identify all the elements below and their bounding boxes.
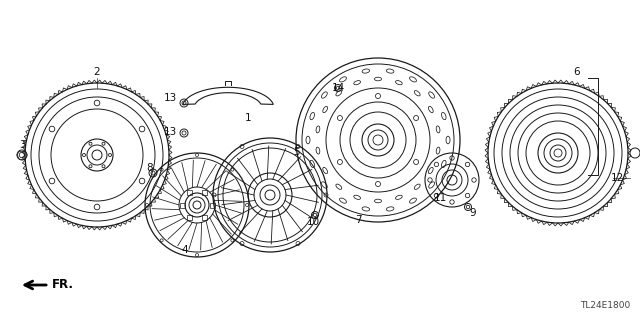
Bar (202, 189, 207, 195)
Text: 10: 10 (307, 217, 319, 227)
Text: 3: 3 (19, 140, 26, 150)
Text: 11: 11 (433, 193, 447, 203)
Text: 4: 4 (182, 245, 188, 255)
Text: 6: 6 (573, 67, 580, 77)
Text: 1: 1 (244, 113, 252, 123)
Bar (187, 216, 192, 220)
Text: 14: 14 (332, 83, 344, 93)
Bar (187, 189, 192, 195)
Text: 13: 13 (163, 93, 177, 103)
Text: 8: 8 (147, 163, 154, 173)
Text: 9: 9 (470, 208, 476, 218)
Text: 13: 13 (163, 127, 177, 137)
Text: 5: 5 (294, 147, 300, 157)
Text: 2: 2 (93, 67, 100, 77)
Bar (202, 216, 207, 220)
Text: 7: 7 (355, 215, 362, 225)
Text: TL24E1800: TL24E1800 (580, 301, 630, 310)
Text: 12: 12 (611, 173, 623, 183)
Bar (209, 203, 214, 207)
Text: FR.: FR. (52, 278, 74, 292)
Bar (179, 203, 184, 207)
